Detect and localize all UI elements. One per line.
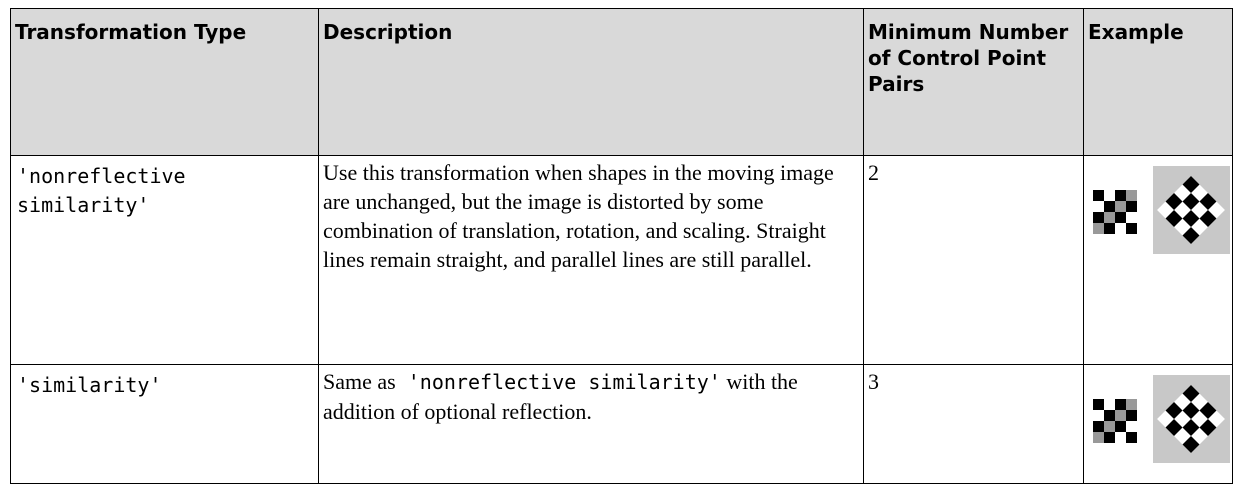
example-image [1085, 375, 1230, 463]
description-cell: Same as 'nonreflective similarity' with th… [318, 364, 864, 484]
type-cell: 'nonreflective similarity' [10, 155, 319, 365]
description-text: with the addition of optional reflection… [323, 369, 798, 424]
example-cell [1083, 364, 1233, 484]
header-cell: Example [1083, 8, 1233, 156]
example-image [1085, 166, 1230, 254]
header-cell: Description [318, 8, 864, 156]
page: {"table": { "headers": ["Transformation … [10, 8, 1233, 484]
header-cell: Transformation Type [10, 8, 319, 156]
table-container: Transformation Type Description Minimum … [10, 8, 1233, 484]
table-row: 'similarity' Same as 'nonreflective simil… [10, 364, 1233, 484]
min-pairs-cell: 3 [863, 364, 1084, 484]
min-pairs-cell: 2 [863, 155, 1084, 365]
table-row: 'nonreflective similarity' Use this tran… [10, 155, 1233, 365]
description-cell: Use this transformation when shapes in t… [318, 155, 864, 365]
type-cell: 'similarity' [10, 364, 319, 484]
example-cell [1083, 155, 1233, 365]
header-row: Transformation Type Description Minimum … [10, 8, 1233, 156]
header-cell: Minimum Number of Control Point Pairs [863, 8, 1084, 156]
description-code: 'nonreflective similarity' [407, 370, 721, 394]
description-text: Use this transformation when shapes in t… [323, 160, 834, 272]
transformation-table: Transformation Type Description Minimum … [10, 8, 1233, 484]
description-text: Same as [323, 369, 396, 394]
